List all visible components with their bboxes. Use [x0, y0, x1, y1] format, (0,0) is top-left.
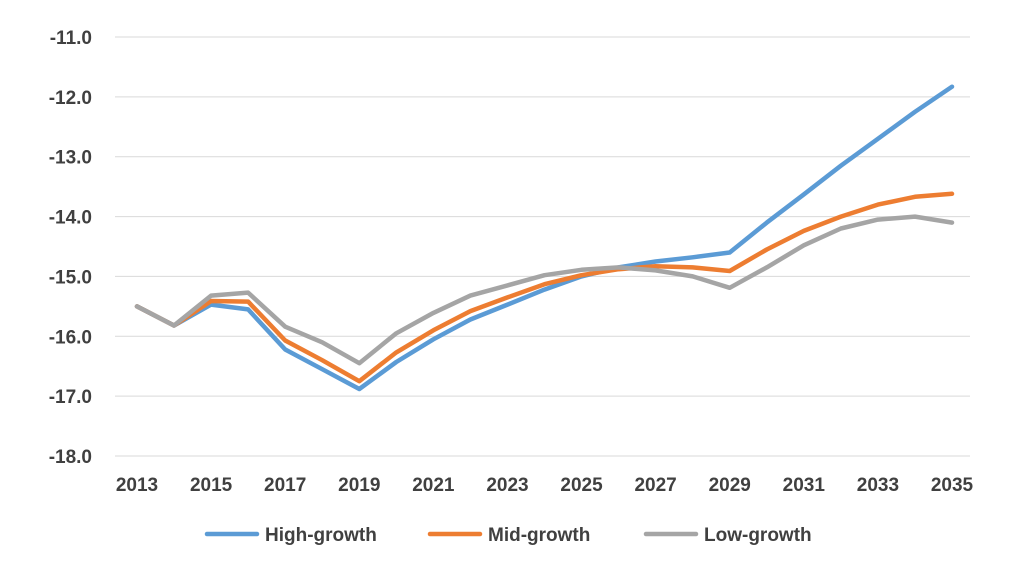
- x-tick-label: 2015: [190, 475, 233, 496]
- x-tick-label: 2025: [560, 475, 603, 496]
- x-tick-label: 2035: [931, 475, 974, 496]
- series-line-mid-growth: [134, 191, 955, 384]
- y-tick-label: -16.0: [49, 327, 92, 348]
- x-tick-label: 2029: [709, 475, 751, 496]
- y-tick-label: -15.0: [49, 267, 92, 288]
- y-axis-ticks: -11.0 -12.0 -13.0 -14.0 -15.0 -16.0 -17.0 -18.0: [49, 28, 92, 468]
- y-tick-label: -12.0: [49, 88, 92, 109]
- y-tick-label: -14.0: [49, 208, 92, 229]
- legend: High-growth Mid-growth Low-growth: [204, 525, 812, 546]
- legend-label: Low-growth: [704, 525, 812, 546]
- y-tick-label: -13.0: [49, 148, 92, 169]
- series-line-high-growth: [134, 84, 955, 392]
- y-tick-label: -11.0: [50, 28, 92, 49]
- x-tick-label: 2021: [412, 475, 455, 496]
- x-tick-label: 2027: [634, 475, 676, 496]
- x-tick-label: 2013: [116, 475, 158, 496]
- y-tick-label: -18.0: [49, 447, 92, 468]
- x-tick-label: 2019: [338, 475, 380, 496]
- y-tick-label: -17.0: [49, 387, 92, 408]
- legend-label: Mid-growth: [488, 525, 590, 546]
- x-axis-ticks: 2013 2015 2017 2019 2021 2023 2025 2027 2029 2031…: [116, 475, 974, 496]
- x-tick-label: 2023: [486, 475, 528, 496]
- x-tick-label: 2033: [857, 475, 899, 496]
- x-tick-label: 2031: [783, 475, 826, 496]
- x-tick-label: 2017: [264, 475, 306, 496]
- series-lines: [134, 84, 955, 392]
- legend-label: High-growth: [265, 525, 377, 546]
- series-line-low-growth: [134, 214, 955, 366]
- gridlines: [115, 36, 970, 457]
